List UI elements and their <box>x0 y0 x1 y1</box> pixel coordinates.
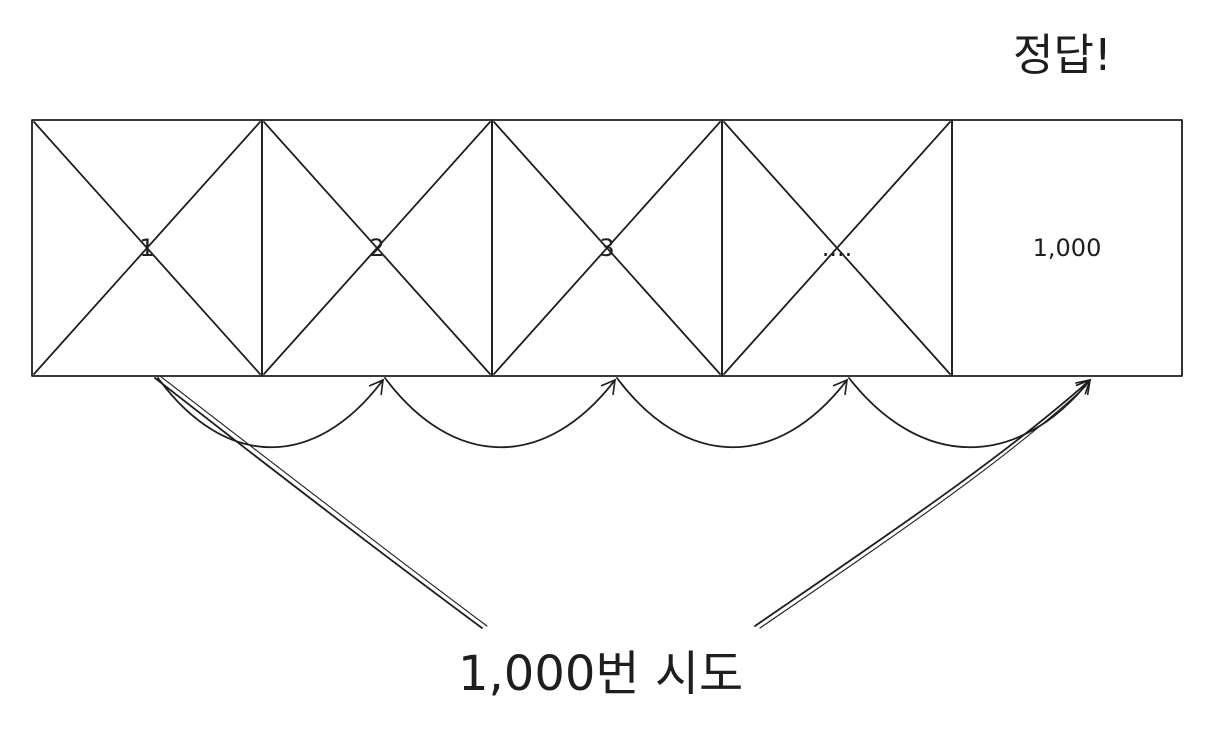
hop-arrow-4 <box>848 377 1092 449</box>
cell-label: 3 <box>599 234 614 262</box>
cell-box <box>951 119 1183 377</box>
cell-4: .... <box>721 119 953 377</box>
total-tries-arc-right-shadow <box>759 385 1087 629</box>
cross-line-2 <box>493 121 721 375</box>
cell-label: 2 <box>369 234 384 262</box>
total-tries-arc <box>154 375 1092 629</box>
cell-label: .... <box>822 234 853 262</box>
total-tries-arc-left <box>154 377 483 629</box>
cell-5: 1,000 <box>951 119 1183 377</box>
cell-3: 3 <box>491 119 723 377</box>
total-tries-arc-right <box>754 378 1092 627</box>
cell-label: 1 <box>139 234 154 262</box>
tries-label: 1,000번 시도 <box>458 646 743 702</box>
cell-row: 1 2 3.... 1,000 <box>31 119 1183 377</box>
cross-line-2 <box>33 121 261 375</box>
hop-arrow-3 <box>616 377 848 449</box>
cell-label: 1,000 <box>1033 234 1102 262</box>
hop-arrow-2 <box>384 377 616 449</box>
cross-line-2 <box>723 121 951 375</box>
hop-arrows <box>157 377 1092 449</box>
total-tries-arc-left-shadow <box>159 375 488 627</box>
cross-line-2 <box>263 121 491 375</box>
cell-2: 2 <box>261 119 493 377</box>
cell-1: 1 <box>31 119 263 377</box>
hop-arrow-1 <box>157 377 384 449</box>
answer-label: 정답! <box>1013 30 1112 81</box>
